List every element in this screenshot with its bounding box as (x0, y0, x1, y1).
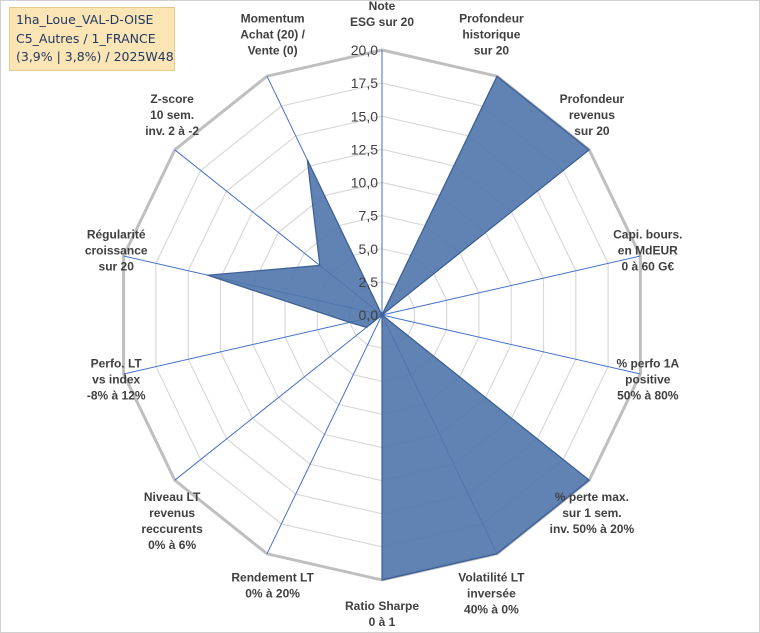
axis-label-line: sur 20 (99, 260, 135, 274)
axis-label: Ratio Sharpe 0 à 1 (345, 599, 419, 629)
tick-label: 17,5 (351, 75, 378, 91)
axis-label-line: 0 à 60 G€ (621, 260, 674, 274)
axis-label-line: 10 sem. (150, 108, 194, 122)
axis-label-line: 0% à 6% (148, 538, 196, 552)
axis-label-line: 0% à 20% (245, 586, 300, 600)
series-area (207, 75, 590, 581)
tick-label: 15,0 (351, 108, 378, 124)
axis-label-line: croissance (85, 244, 148, 258)
axis-label-line: sur 1 sem. (562, 506, 621, 520)
axis-label: % perte max. sur 1 sem. inv. 50% à 20% (550, 490, 635, 536)
axis-spoke (266, 314, 383, 555)
axis-label-line: Profondeur (459, 12, 524, 26)
axis-label-line: -8% à 12% (87, 388, 146, 402)
tick-label: 20,0 (351, 42, 378, 58)
axis-label-line: Profondeur (560, 92, 625, 106)
tick-label: 7,5 (359, 208, 379, 224)
axis-label-line: inversée (467, 586, 516, 600)
axis-label-line: Régularité (87, 228, 146, 242)
axis-label: Niveau LT revenus reccurents 0% à 6% (141, 490, 203, 552)
axis-spoke (381, 255, 641, 316)
axis-spoke (174, 314, 383, 481)
axis-label-line: sur 20 (474, 44, 510, 58)
axis-label: Perfo. LT vs index -8% à 12% (87, 356, 146, 402)
series-legend: 1ha_Loue_VAL-D-OISE C5_Autres / 1_FRANCE… (9, 7, 175, 71)
axis-label: Volatilité LT inversée 40% à 0% (458, 570, 525, 616)
axis-label-line: Niveau LT (144, 490, 201, 504)
axis-label-line: revenus (149, 506, 195, 520)
radar-axis-labels: Note ESG sur 20 Profondeur historique sur 20… (85, 0, 683, 629)
axis-label-line: Achat (20) / (240, 28, 305, 42)
axis-label-line: % perte max. (555, 490, 629, 504)
axis-label-line: ESG sur 20 (350, 15, 414, 29)
axis-label: Momentum Achat (20) / Vente (0) (240, 12, 305, 58)
tick-label: 0,0 (359, 307, 379, 323)
axis-label-line: Perfo. LT (91, 356, 143, 370)
axis-label: Note ESG sur 20 (350, 0, 414, 29)
axis-label: Z-score 10 sem. inv. 2 à -2 (145, 92, 199, 138)
axis-label-line: 40% à 0% (464, 602, 519, 616)
axis-label-line: 0 à 1 (369, 615, 396, 629)
axis-label: Profondeur revenus sur 20 (560, 92, 625, 138)
axis-spoke (381, 314, 641, 375)
axis-label-line: revenus (569, 108, 615, 122)
axis-label: Profondeur historique sur 20 (459, 12, 524, 58)
axis-label-line: Rendement LT (231, 570, 314, 584)
axis-label-line: vs index (92, 372, 140, 386)
axis-label-line: Momentum (241, 12, 305, 26)
axis-label-line: Volatilité LT (458, 570, 525, 584)
tick-label: 10,0 (351, 175, 378, 191)
tick-label: 5,0 (359, 241, 379, 257)
tick-label: 12,5 (351, 141, 378, 157)
axis-label-line: Capi. bours. (613, 228, 682, 242)
axis-label-line: reccurents (141, 522, 203, 536)
axis-label: Capi. bours. en MdEUR 0 à 60 G€ (613, 228, 682, 274)
legend-line-name: 1ha_Loue_VAL-D-OISE (16, 12, 154, 27)
radar-series (207, 75, 590, 581)
tick-label: 2,5 (359, 274, 379, 290)
axis-spoke (123, 314, 383, 375)
axis-label-line: 50% à 80% (617, 388, 679, 402)
axis-label-line: historique (462, 28, 520, 42)
axis-label-line: inv. 2 à -2 (145, 124, 199, 138)
axis-label-line: inv. 50% à 20% (550, 522, 635, 536)
axis-label: % perfo 1A positive 50% à 80% (616, 356, 679, 402)
legend-line-category: C5_Autres / 1_FRANCE (16, 30, 156, 46)
legend-line-stats: (3,9% | 3,8%) / 2025W48 (16, 49, 174, 64)
axis-label-line: Vente (0) (248, 44, 298, 58)
axis-label-line: Note (369, 0, 396, 13)
axis-label-line: positive (625, 372, 671, 386)
axis-label-line: Z-score (150, 92, 194, 106)
axis-label: Régularité croissance sur 20 (85, 228, 148, 274)
axis-label-line: % perfo 1A (616, 356, 679, 370)
radar-tick-labels: 0,0 2,5 5,0 7,5 10,0 12,5 15,0 17,5 20,0 (351, 42, 378, 323)
axis-label-line: en MdEUR (618, 244, 678, 258)
axis-label: Rendement LT 0% à 20% (231, 570, 314, 600)
axis-label-line: Ratio Sharpe (345, 599, 419, 613)
axis-label-line: sur 20 (574, 124, 610, 138)
